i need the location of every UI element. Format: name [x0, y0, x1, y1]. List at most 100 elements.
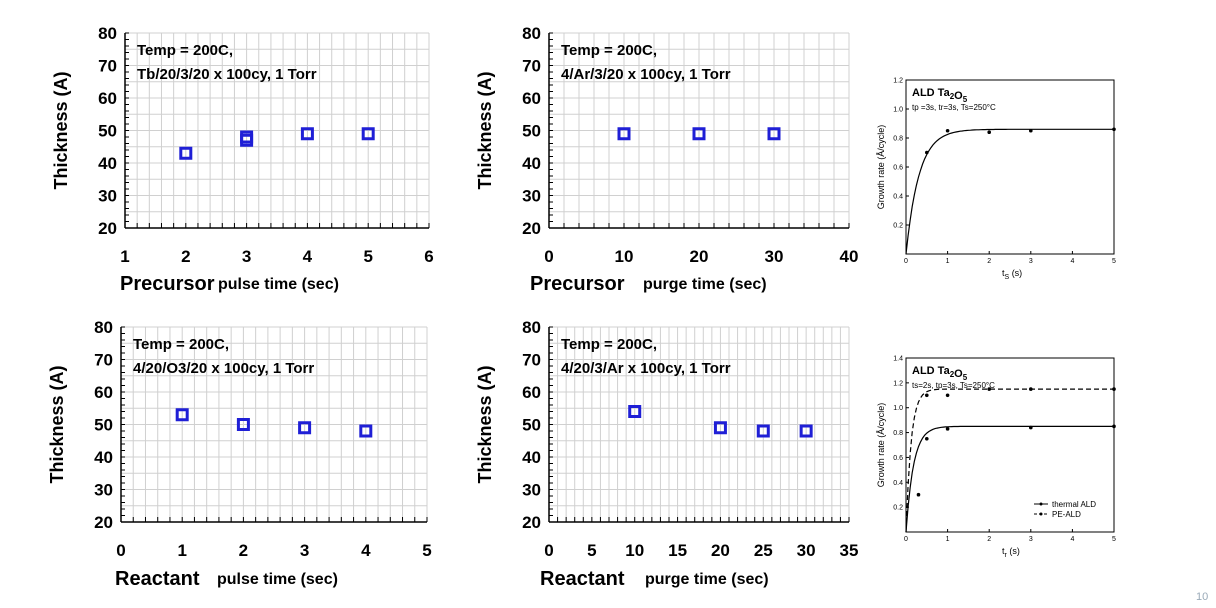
y-axis-label: Growth rate (Å/cycle)	[876, 125, 886, 210]
x-tick-label: 20	[690, 247, 709, 266]
data-point	[1112, 387, 1116, 391]
x-tick-label: 0	[904, 258, 908, 265]
y-tick-label: 70	[98, 57, 117, 76]
data-point	[987, 387, 991, 391]
data-point	[692, 127, 706, 141]
x-tick-label: 4	[1070, 258, 1074, 265]
data-point	[240, 130, 254, 144]
y-axis-label: Thickness (A)	[47, 365, 67, 483]
x-axis-label-sub: pulse time (sec)	[218, 276, 339, 293]
data-point	[1029, 128, 1033, 133]
annotation-line: Temp = 200C,	[137, 42, 233, 59]
y-tick-label: 1.2	[893, 380, 903, 387]
annotation-line: 4/Ar/3/20 x 100cy, 1 Torr	[561, 66, 731, 83]
y-tick-label: 1.0	[893, 405, 903, 412]
x-tick-label: 4	[361, 541, 371, 560]
legend-label: PE-ALD	[1052, 510, 1081, 519]
x-tick-label: 3	[242, 247, 251, 266]
data-point	[617, 127, 631, 141]
y-tick-label: 0.8	[893, 430, 903, 437]
y-tick-label: 70	[522, 351, 541, 370]
y-tick-label: 60	[522, 89, 541, 108]
legend-marker	[1039, 502, 1043, 506]
data-point	[925, 393, 929, 398]
chart-precursor-pulse: 1 2 3 4 5 6 20 30 40 50 60 70 80 Thickness (A) Precurs…	[51, 24, 434, 295]
y-tick-label: 60	[94, 383, 113, 402]
data-point	[799, 424, 813, 438]
chart-reactant-pulse: 0 1 2 3 4 5 20 30 40 50 60 70 80 Thickness (A) Reactan…	[47, 318, 432, 590]
x-tick-label: 1	[120, 247, 129, 266]
chart-growth-rate-ts: 0 1 2 3 4 5 0.2 0.4 0.6 0.8 1.0 1.2 Growth rate (Å/c…	[876, 78, 1116, 282]
y-tick-label: 50	[522, 416, 541, 435]
y-tick-label: 40	[98, 154, 117, 173]
x-axis-label-main: Precursor	[530, 273, 625, 295]
annotation-line: 4/20/O3/20 x 100cy, 1 Torr	[133, 360, 314, 377]
x-tick-label: 0	[544, 541, 553, 560]
y-tick-label: 40	[522, 448, 541, 467]
x-tick-label: 1	[177, 541, 186, 560]
y-tick-label: 50	[522, 122, 541, 141]
x-tick-label: 5	[1112, 258, 1116, 265]
x-tick-label: 4	[1070, 536, 1074, 543]
x-tick-label: 30	[797, 541, 816, 560]
chart-conditions: tp =3s, tr=3s, Ts=250°C	[912, 103, 996, 112]
data-point	[175, 408, 189, 422]
y-tick-label: 30	[522, 481, 541, 500]
data-point	[713, 421, 727, 435]
x-axis-label-main: Reactant	[115, 568, 200, 590]
x-tick-label: 2	[987, 258, 991, 265]
data-point	[767, 127, 781, 141]
y-tick-label: 60	[522, 383, 541, 402]
y-tick-label: 0.6	[893, 455, 903, 462]
x-tick-label: 10	[625, 541, 644, 560]
data-point	[298, 421, 312, 435]
y-tick-label: 70	[522, 57, 541, 76]
y-tick-label: 0.6	[893, 165, 903, 172]
data-point	[1029, 425, 1033, 430]
x-tick-label: 5	[587, 541, 596, 560]
plot-frame	[905, 357, 1115, 533]
data-point	[179, 146, 193, 160]
y-tick-label: 0.2	[893, 505, 903, 512]
y-tick-label: 20	[98, 219, 117, 238]
y-axis-label: Thickness (A)	[475, 71, 495, 189]
chart-title: ALD Ta2O5	[912, 87, 968, 104]
y-tick-label: 50	[98, 122, 117, 141]
chart-precursor-purge: 0 10 20 30 40 20 30 40 50 60 70 80 Thickness (A) Prec…	[475, 24, 858, 295]
x-axis-label: tS (s)	[1002, 268, 1022, 281]
y-tick-label: 30	[522, 187, 541, 206]
x-tick-label: 1	[946, 536, 950, 543]
y-tick-label: 40	[522, 154, 541, 173]
y-tick-label: 20	[94, 513, 113, 532]
x-tick-label: 30	[765, 247, 784, 266]
chart-conditions: ts=2s, tp=3s, Ts=250°C	[912, 381, 995, 390]
data-point	[945, 427, 950, 431]
x-tick-label: 10	[615, 247, 634, 266]
y-tick-label: 80	[522, 318, 541, 337]
data-point	[945, 393, 950, 398]
x-tick-label: 5	[1112, 536, 1116, 543]
y-tick-label: 80	[98, 24, 117, 43]
x-axis-label-sub: pulse time (sec)	[217, 571, 338, 588]
annotation-line: 4/20/3/Ar x 100cy, 1 Torr	[561, 360, 731, 377]
x-tick-label: 20	[711, 541, 730, 560]
data-point	[1112, 424, 1116, 429]
x-axis-label: tr (s)	[1002, 546, 1020, 559]
legend-label: thermal ALD	[1052, 500, 1096, 509]
x-tick-label: 5	[422, 541, 431, 560]
x-axis-label-main: Precursor	[120, 273, 215, 295]
x-tick-label: 3	[1029, 536, 1033, 543]
x-tick-label: 0	[904, 536, 908, 543]
chart-title: ALD Ta2O5	[912, 365, 968, 382]
y-tick-label: 0.2	[893, 223, 903, 230]
y-tick-label: 1.4	[893, 356, 903, 363]
series-line	[905, 388, 1114, 533]
series-line	[905, 425, 1114, 533]
data-point	[756, 424, 770, 438]
x-tick-label: 2	[987, 536, 991, 543]
annotation-line: Temp = 200C,	[561, 336, 657, 353]
x-tick-label: 2	[181, 247, 190, 266]
data-point	[359, 424, 373, 438]
y-tick-label: 30	[94, 481, 113, 500]
